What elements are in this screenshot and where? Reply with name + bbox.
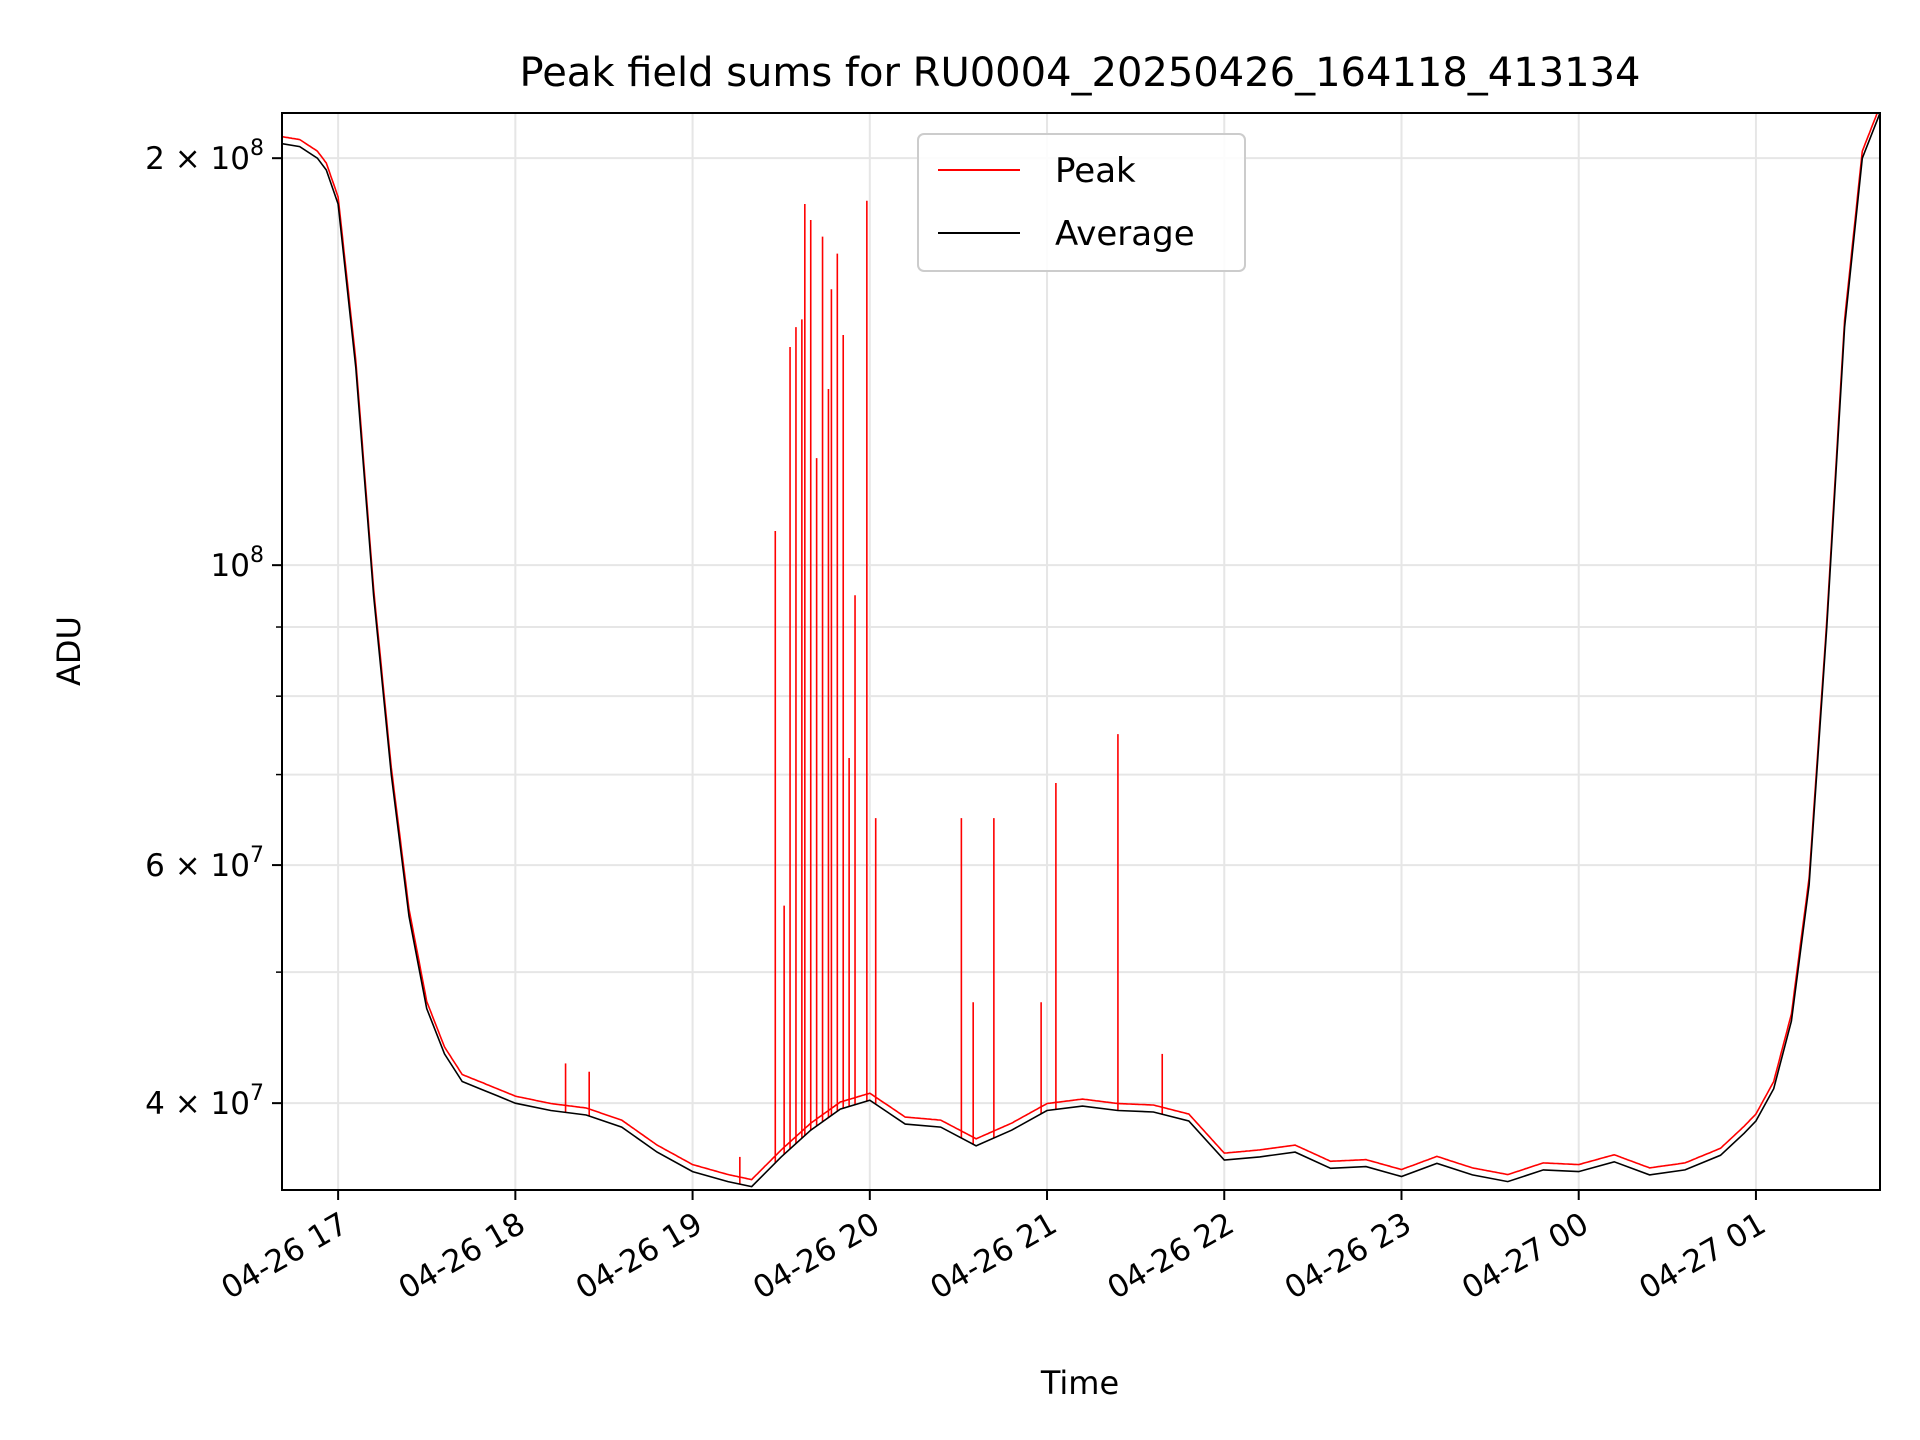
grid <box>282 113 1880 1190</box>
plot-frame <box>281 112 1881 1191</box>
legend-label-peak: Peak <box>1055 151 1136 191</box>
legend-box <box>917 133 1246 272</box>
y-axis-title: ADU <box>50 616 88 686</box>
y-tick-label: 2 × 108 <box>145 136 264 177</box>
chart-title: Peak field sums for RU0004_20250426_1641… <box>520 50 1641 96</box>
legend-label-average: Average <box>1055 214 1195 254</box>
y-tick-label: 4 × 107 <box>145 1081 264 1122</box>
legend: Peak Average <box>917 133 1246 272</box>
plot-series <box>282 113 1880 1188</box>
average-series-line <box>282 113 1880 1188</box>
x-axis-title: Time <box>1040 1364 1119 1402</box>
y-tick-label: 108 <box>211 543 264 584</box>
y-tick-label: 6 × 107 <box>145 843 264 884</box>
y-axis: 4 × 107 6 × 107 108 2 × 108 <box>145 136 282 1122</box>
peak-series-line <box>282 113 1879 1181</box>
